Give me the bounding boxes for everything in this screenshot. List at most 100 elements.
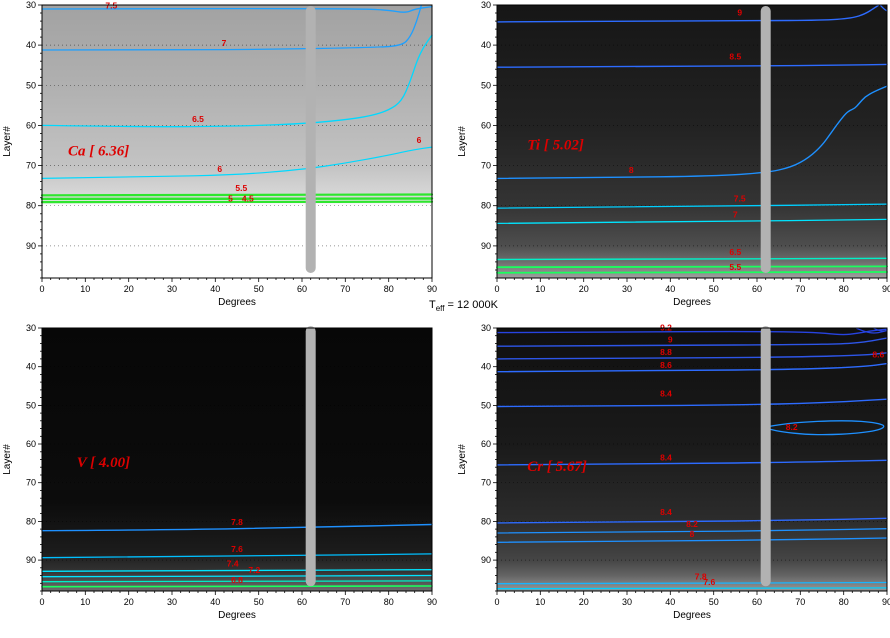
contour-label: 7.8 — [231, 517, 243, 527]
x-axis-label: Degrees — [673, 610, 711, 621]
y-tick-label: 60 — [26, 120, 36, 130]
contour-line-5.5 — [40, 193, 434, 197]
contour-line-8.4 — [496, 517, 888, 524]
y-tick-label: 50 — [481, 80, 491, 90]
contour-label: 4.5 — [242, 193, 254, 203]
contour-label: 8.2 — [786, 422, 798, 432]
contour-line-6.5 — [496, 257, 888, 261]
y-tick-label: 80 — [26, 516, 36, 526]
teff-value: = 12 000K — [444, 299, 499, 311]
y-tick-label: 40 — [26, 362, 36, 372]
x-tick-label: 10 — [80, 597, 90, 607]
contour-label: 6.8 — [231, 575, 243, 585]
x-tick-label: 20 — [579, 284, 589, 294]
contour-line-6 — [496, 265, 888, 269]
contour-label: 7.2 — [248, 565, 260, 575]
contour-label: 6.5 — [192, 114, 204, 124]
x-tick-label: 50 — [709, 597, 719, 607]
contour-line-7.5 — [41, 5, 433, 13]
x-axis-label: Degrees — [218, 610, 256, 621]
contour-label: 7.4 — [227, 559, 239, 569]
contour-label: 6 — [417, 135, 422, 145]
x-tick-label: 50 — [254, 597, 264, 607]
x-tick-label: 10 — [535, 597, 545, 607]
contour-line-7.6 — [41, 553, 433, 559]
contour-line-8.5 — [496, 63, 888, 68]
y-tick-label: 90 — [26, 241, 36, 251]
x-axis-label: Degrees — [218, 297, 256, 308]
y-axis-label: Layer# — [457, 444, 468, 475]
x-tick-label: 50 — [254, 284, 264, 294]
x-tick-label: 50 — [709, 284, 719, 294]
x-tick-label: 80 — [839, 597, 849, 607]
contour-label: 5.5 — [235, 183, 247, 193]
contour-line-9 — [496, 4, 879, 23]
panel-v: 7.8 7.6 7.4 7.2 6.8 V [ 4.00] 0 10 20 30 40 50 60 70 8… — [0, 323, 438, 626]
plot-background — [497, 5, 887, 278]
y-tick-label: 40 — [481, 40, 491, 50]
x-tick-label: 0 — [494, 284, 499, 294]
contour-label: 9 — [668, 334, 673, 344]
y-tick-label: 30 — [481, 323, 491, 333]
y-tick-label: 70 — [26, 161, 36, 171]
contour-label: 8.5 — [729, 52, 741, 62]
x-tick-label: 70 — [795, 597, 805, 607]
y-tick-label: 30 — [26, 323, 36, 333]
y-tick-label: 30 — [481, 0, 491, 10]
x-tick-label: 90 — [882, 284, 890, 294]
contour-label: 7.5 — [734, 193, 746, 203]
contour-line-7.8 — [496, 581, 888, 585]
contour-line-7.4 — [41, 569, 433, 572]
teff-subscript: eff — [435, 304, 445, 314]
y-tick-label: 90 — [481, 241, 491, 251]
x-tick-label: 90 — [427, 597, 437, 607]
x-tick-label: 10 — [80, 284, 90, 294]
contour-label: 8.4 — [660, 452, 672, 462]
x-tick-label: 80 — [384, 597, 394, 607]
x-tick-label: 80 — [839, 284, 849, 294]
contour-label: 8 — [629, 165, 634, 175]
contour-line-9.2 — [856, 327, 888, 334]
contour-line-7.5 — [496, 203, 888, 209]
x-tick-label: 40 — [210, 284, 220, 294]
x-tick-label: 60 — [752, 284, 762, 294]
contour-line-7 — [41, 580, 433, 583]
teff-caption: Teff = 12 000K — [429, 299, 498, 313]
contour-label: 5 — [228, 193, 233, 203]
panel-ca: 7.5 7 6.5 6 6 5.5 5 4.5 Ca [ 6.36] 0 10 20 30 40 50 60 7… — [0, 0, 438, 313]
contour-label: 7.6 — [703, 577, 715, 587]
x-tick-label: 0 — [39, 597, 44, 607]
contour-label: 5.5 — [729, 262, 741, 272]
contour-line-7 — [41, 5, 422, 51]
x-tick-label: 30 — [167, 597, 177, 607]
panel-title: Ca [ 6.36] — [68, 144, 129, 160]
contour-label: 8.4 — [660, 389, 672, 399]
contour-label: 8.6 — [660, 360, 672, 370]
y-axis-label: Layer# — [2, 126, 13, 157]
panel-title: Cr [ 5.67] — [527, 459, 587, 475]
plot-background — [42, 328, 432, 591]
x-tick-label: 80 — [384, 284, 394, 294]
contour-label: 8 — [690, 529, 695, 539]
contour-line-7.6 — [496, 587, 888, 590]
x-axis-label: Degrees — [673, 297, 711, 308]
contour-line-7.8 — [41, 523, 433, 532]
y-tick-label: 30 — [26, 0, 36, 10]
contour-line-8.4 — [496, 459, 888, 466]
contour-label: 8.4 — [660, 507, 672, 517]
y-tick-label: 60 — [481, 439, 491, 449]
contour-label: 7 — [222, 38, 227, 48]
contour-label: 6 — [217, 164, 222, 174]
y-tick-label: 90 — [481, 555, 491, 565]
y-tick-label: 70 — [481, 161, 491, 171]
y-tick-label: 50 — [26, 400, 36, 410]
contour-line-9 — [496, 337, 888, 347]
contour-line-8.4 — [496, 398, 888, 408]
contour-line-6.8 — [41, 585, 433, 588]
x-tick-label: 40 — [665, 284, 675, 294]
contour-label: 7.6 — [231, 544, 243, 554]
y-tick-label: 80 — [481, 516, 491, 526]
y-axis-label: Layer# — [457, 126, 468, 157]
x-tick-label: 70 — [340, 597, 350, 607]
